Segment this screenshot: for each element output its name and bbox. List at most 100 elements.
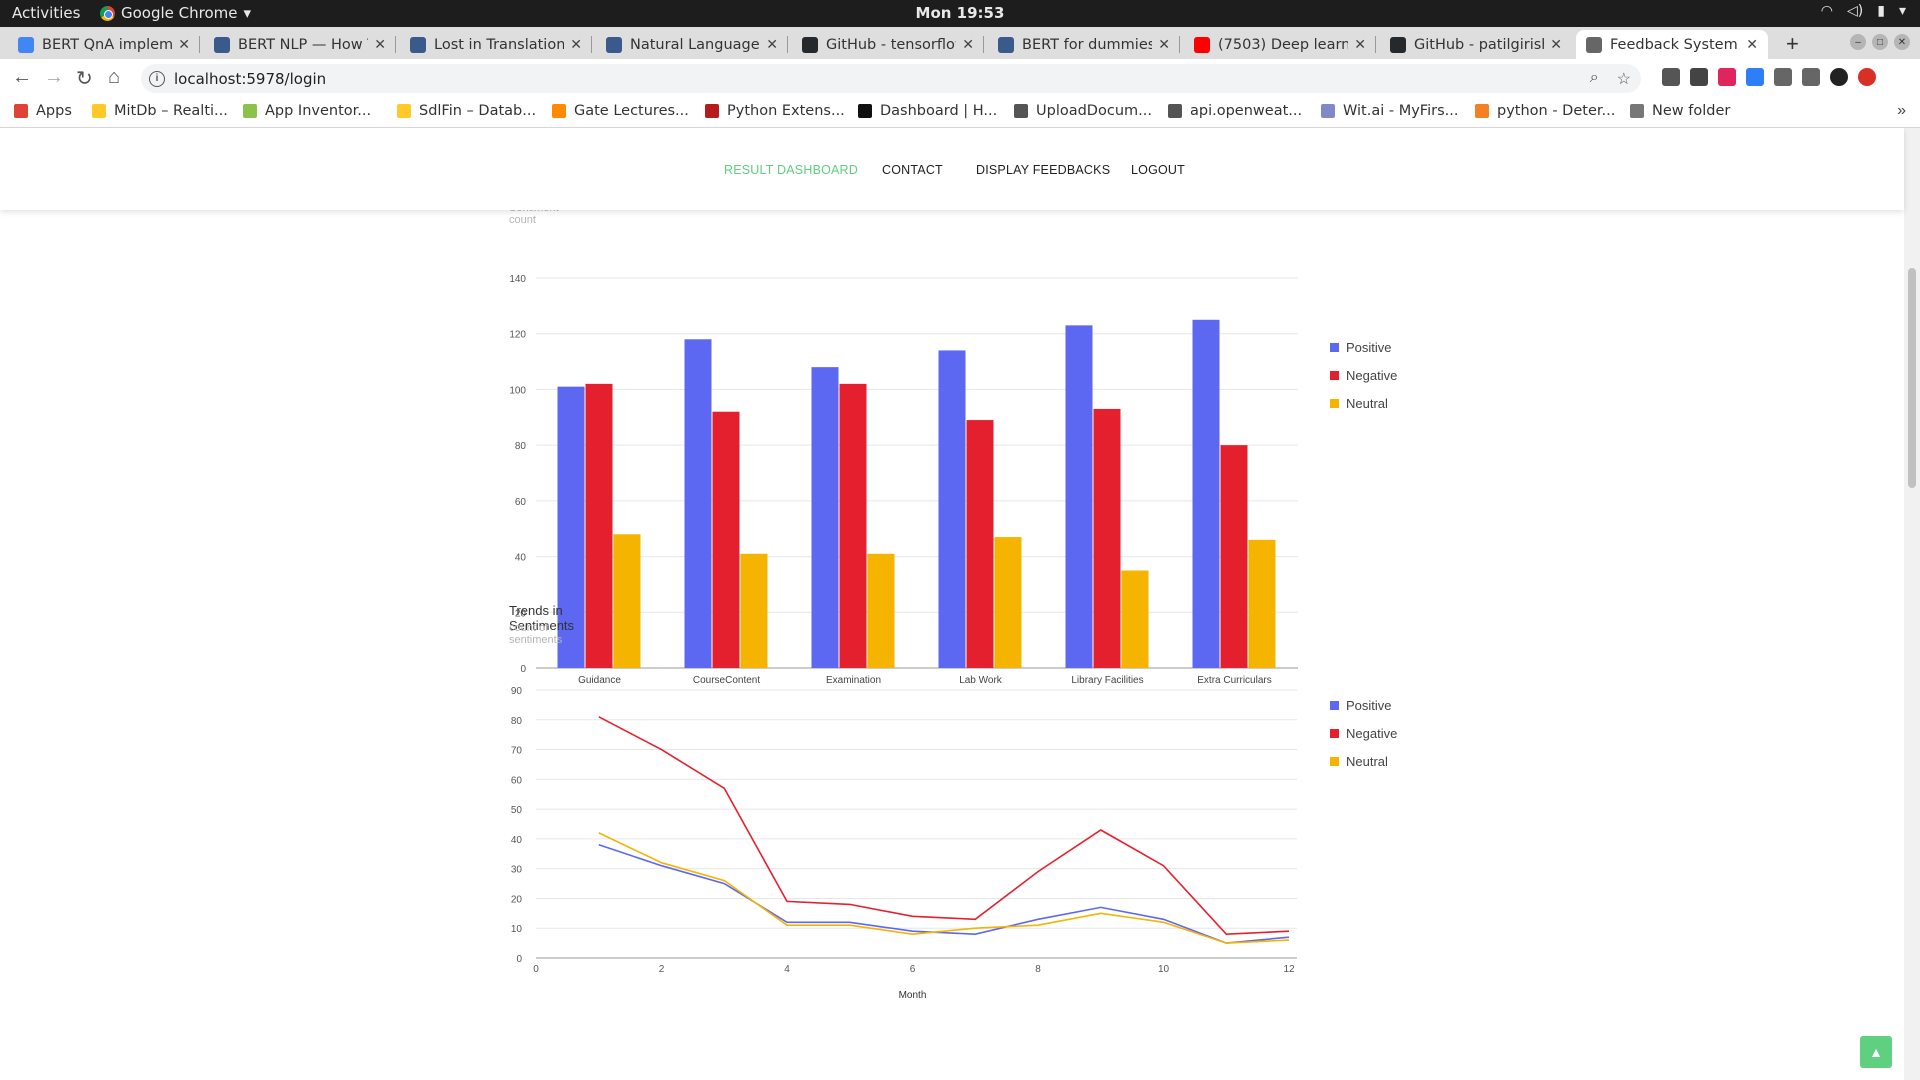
- update-icon[interactable]: [1858, 68, 1876, 86]
- legend-label: Negative: [1346, 368, 1397, 383]
- bookmark-star-icon[interactable]: ☆: [1616, 71, 1631, 88]
- new-tab-button[interactable]: +: [1786, 31, 1799, 56]
- system-tray[interactable]: ◠ ◁) ▮ ▾: [1821, 3, 1906, 19]
- reading-list-icon[interactable]: [1802, 68, 1820, 86]
- tab-separator: [395, 36, 396, 53]
- line-chart-subtitle: count of sentiments: [509, 622, 563, 646]
- folder-icon: [1630, 104, 1644, 118]
- caret-down-icon: ▾: [1898, 3, 1906, 19]
- bar-negative: [1220, 445, 1248, 668]
- bar-positive: [557, 386, 585, 668]
- bookmark-label: python - Deter...: [1497, 103, 1616, 119]
- y-tick-label: 90: [511, 686, 523, 697]
- bookmark-item[interactable]: Gate Lectures...: [552, 103, 689, 119]
- x-tick-label: 6: [910, 964, 916, 975]
- tab-separator: [1375, 36, 1376, 53]
- bookmark-item[interactable]: New folder: [1630, 103, 1730, 119]
- bookmark-item[interactable]: MitDb – Realti...: [92, 103, 228, 119]
- browser-tab[interactable]: Feedback System ✕: [1576, 30, 1768, 59]
- close-tab-icon[interactable]: ✕: [1550, 36, 1562, 53]
- x-category-label: Library Facilities: [1071, 675, 1143, 686]
- scrollbar-thumb[interactable]: [1908, 268, 1916, 488]
- site-info-icon[interactable]: i: [149, 70, 165, 87]
- bookmark-favicon-icon: [1321, 104, 1335, 118]
- extension-icon[interactable]: [1662, 68, 1680, 86]
- bookmark-favicon-icon: [858, 104, 872, 118]
- bookmark-item[interactable]: App Inventor...: [243, 103, 371, 119]
- y-tick-label: 60: [511, 775, 523, 786]
- legend-swatch: [1330, 371, 1339, 380]
- close-tab-icon[interactable]: ✕: [1746, 36, 1758, 53]
- bookmark-item[interactable]: Apps: [14, 103, 72, 119]
- bookmark-item[interactable]: Wit.ai - MyFirs...: [1321, 103, 1458, 119]
- bar-positive: [1192, 319, 1220, 668]
- bookmark-item[interactable]: python - Deter...: [1475, 103, 1615, 119]
- clock[interactable]: Mon 19:53: [915, 4, 1005, 22]
- line-chart-svg: 0 10 20 30 40 50 60 70 80 90 0 2 4 6 8 10 12 Month Positiv…: [511, 686, 1397, 1001]
- close-tab-icon[interactable]: ✕: [178, 36, 190, 53]
- close-tab-icon[interactable]: ✕: [374, 36, 386, 53]
- close-tab-icon[interactable]: ✕: [962, 36, 974, 53]
- selenium-icon[interactable]: [1690, 68, 1708, 86]
- puzzle-icon[interactable]: [1774, 68, 1792, 86]
- browser-tab[interactable]: GitHub - tensorflow ✕: [792, 30, 984, 59]
- bookmark-label: MitDb – Realti...: [114, 103, 228, 119]
- maximize-icon[interactable]: □: [1872, 34, 1888, 50]
- nav-result-dashboard[interactable]: RESULT DASHBOARD: [724, 163, 859, 177]
- browser-tab[interactable]: Lost in Translation ✕: [400, 30, 592, 59]
- close-tab-icon[interactable]: ✕: [1158, 36, 1170, 53]
- url-input[interactable]: [174, 69, 1474, 88]
- zoom-icon[interactable]: ⌕: [1589, 69, 1599, 86]
- forward-icon[interactable]: →: [44, 66, 64, 88]
- browser-tab[interactable]: Natural Language U ✕: [596, 30, 788, 59]
- browser-tab[interactable]: (7503) Deep learnin ✕: [1184, 30, 1376, 59]
- bookmark-item[interactable]: UploadDocum...: [1014, 103, 1152, 119]
- address-bar[interactable]: i ⌕ ☆: [141, 64, 1641, 93]
- close-tab-icon[interactable]: ✕: [570, 36, 582, 53]
- back-icon[interactable]: ←: [12, 66, 32, 88]
- y-tick-label: 0: [516, 954, 522, 965]
- back-to-top-button[interactable]: ▲: [1860, 1036, 1892, 1068]
- bar-negative: [712, 411, 740, 668]
- close-tab-icon[interactable]: ✕: [1354, 36, 1366, 53]
- bookmark-label: New folder: [1652, 103, 1731, 119]
- more-bookmarks-icon[interactable]: »: [1897, 102, 1906, 119]
- bookmark-item[interactable]: Python Extens...: [705, 103, 845, 119]
- minimize-icon[interactable]: –: [1850, 34, 1866, 50]
- bar-neutral: [1121, 570, 1149, 668]
- bar-positive: [1065, 325, 1093, 668]
- nav-contact[interactable]: CONTACT: [882, 163, 943, 177]
- legend-swatch: [1330, 757, 1339, 766]
- home-icon[interactable]: ⌂: [108, 66, 121, 88]
- line-positive: [598, 844, 1290, 944]
- bookmark-label: Wit.ai - MyFirs...: [1343, 103, 1459, 119]
- avatar[interactable]: [1830, 68, 1848, 86]
- x-tick-label: 8: [1035, 964, 1041, 975]
- y-tick-label: 120: [509, 330, 526, 341]
- legend-label: Neutral: [1346, 396, 1388, 411]
- browser-tab[interactable]: BERT for dummies ✕: [988, 30, 1180, 59]
- extension-icon[interactable]: [1718, 68, 1736, 86]
- bookmark-favicon-icon: [1475, 104, 1489, 118]
- legend-label: Positive: [1346, 340, 1392, 355]
- close-window-icon[interactable]: ✕: [1894, 34, 1910, 50]
- activities-button[interactable]: Activities: [12, 4, 81, 22]
- nav-logout[interactable]: LOGOUT: [1131, 163, 1185, 177]
- app-menu[interactable]: Google Chrome ▾: [100, 4, 251, 22]
- browser-tab[interactable]: BERT NLP — How T ✕: [204, 30, 396, 59]
- bar-chart-svg: 0 20 40 60 80 100 120 140 Guidance CourseContent E…: [509, 274, 1397, 686]
- bookmark-item[interactable]: Dashboard | H...: [858, 103, 997, 119]
- globe-icon: [1586, 36, 1602, 53]
- browser-tab[interactable]: BERT QnA impleme ✕: [8, 30, 200, 59]
- reload-icon[interactable]: ↻: [76, 68, 93, 90]
- bookmark-label: Dashboard | H...: [880, 103, 998, 119]
- download-icon[interactable]: [1746, 68, 1764, 86]
- bookmark-item[interactable]: SdlFin – Datab...: [397, 103, 536, 119]
- bookmark-item[interactable]: api.openweat...: [1168, 103, 1302, 119]
- page-scrollbar[interactable]: [1904, 128, 1920, 1080]
- nav-display-feedbacks[interactable]: DISPLAY FEEDBACKS: [976, 163, 1111, 177]
- y-tick-label: 70: [511, 746, 523, 757]
- close-tab-icon[interactable]: ✕: [766, 36, 778, 53]
- bookmark-favicon-icon: [705, 104, 719, 118]
- browser-tab[interactable]: GitHub - patilgirish ✕: [1380, 30, 1572, 59]
